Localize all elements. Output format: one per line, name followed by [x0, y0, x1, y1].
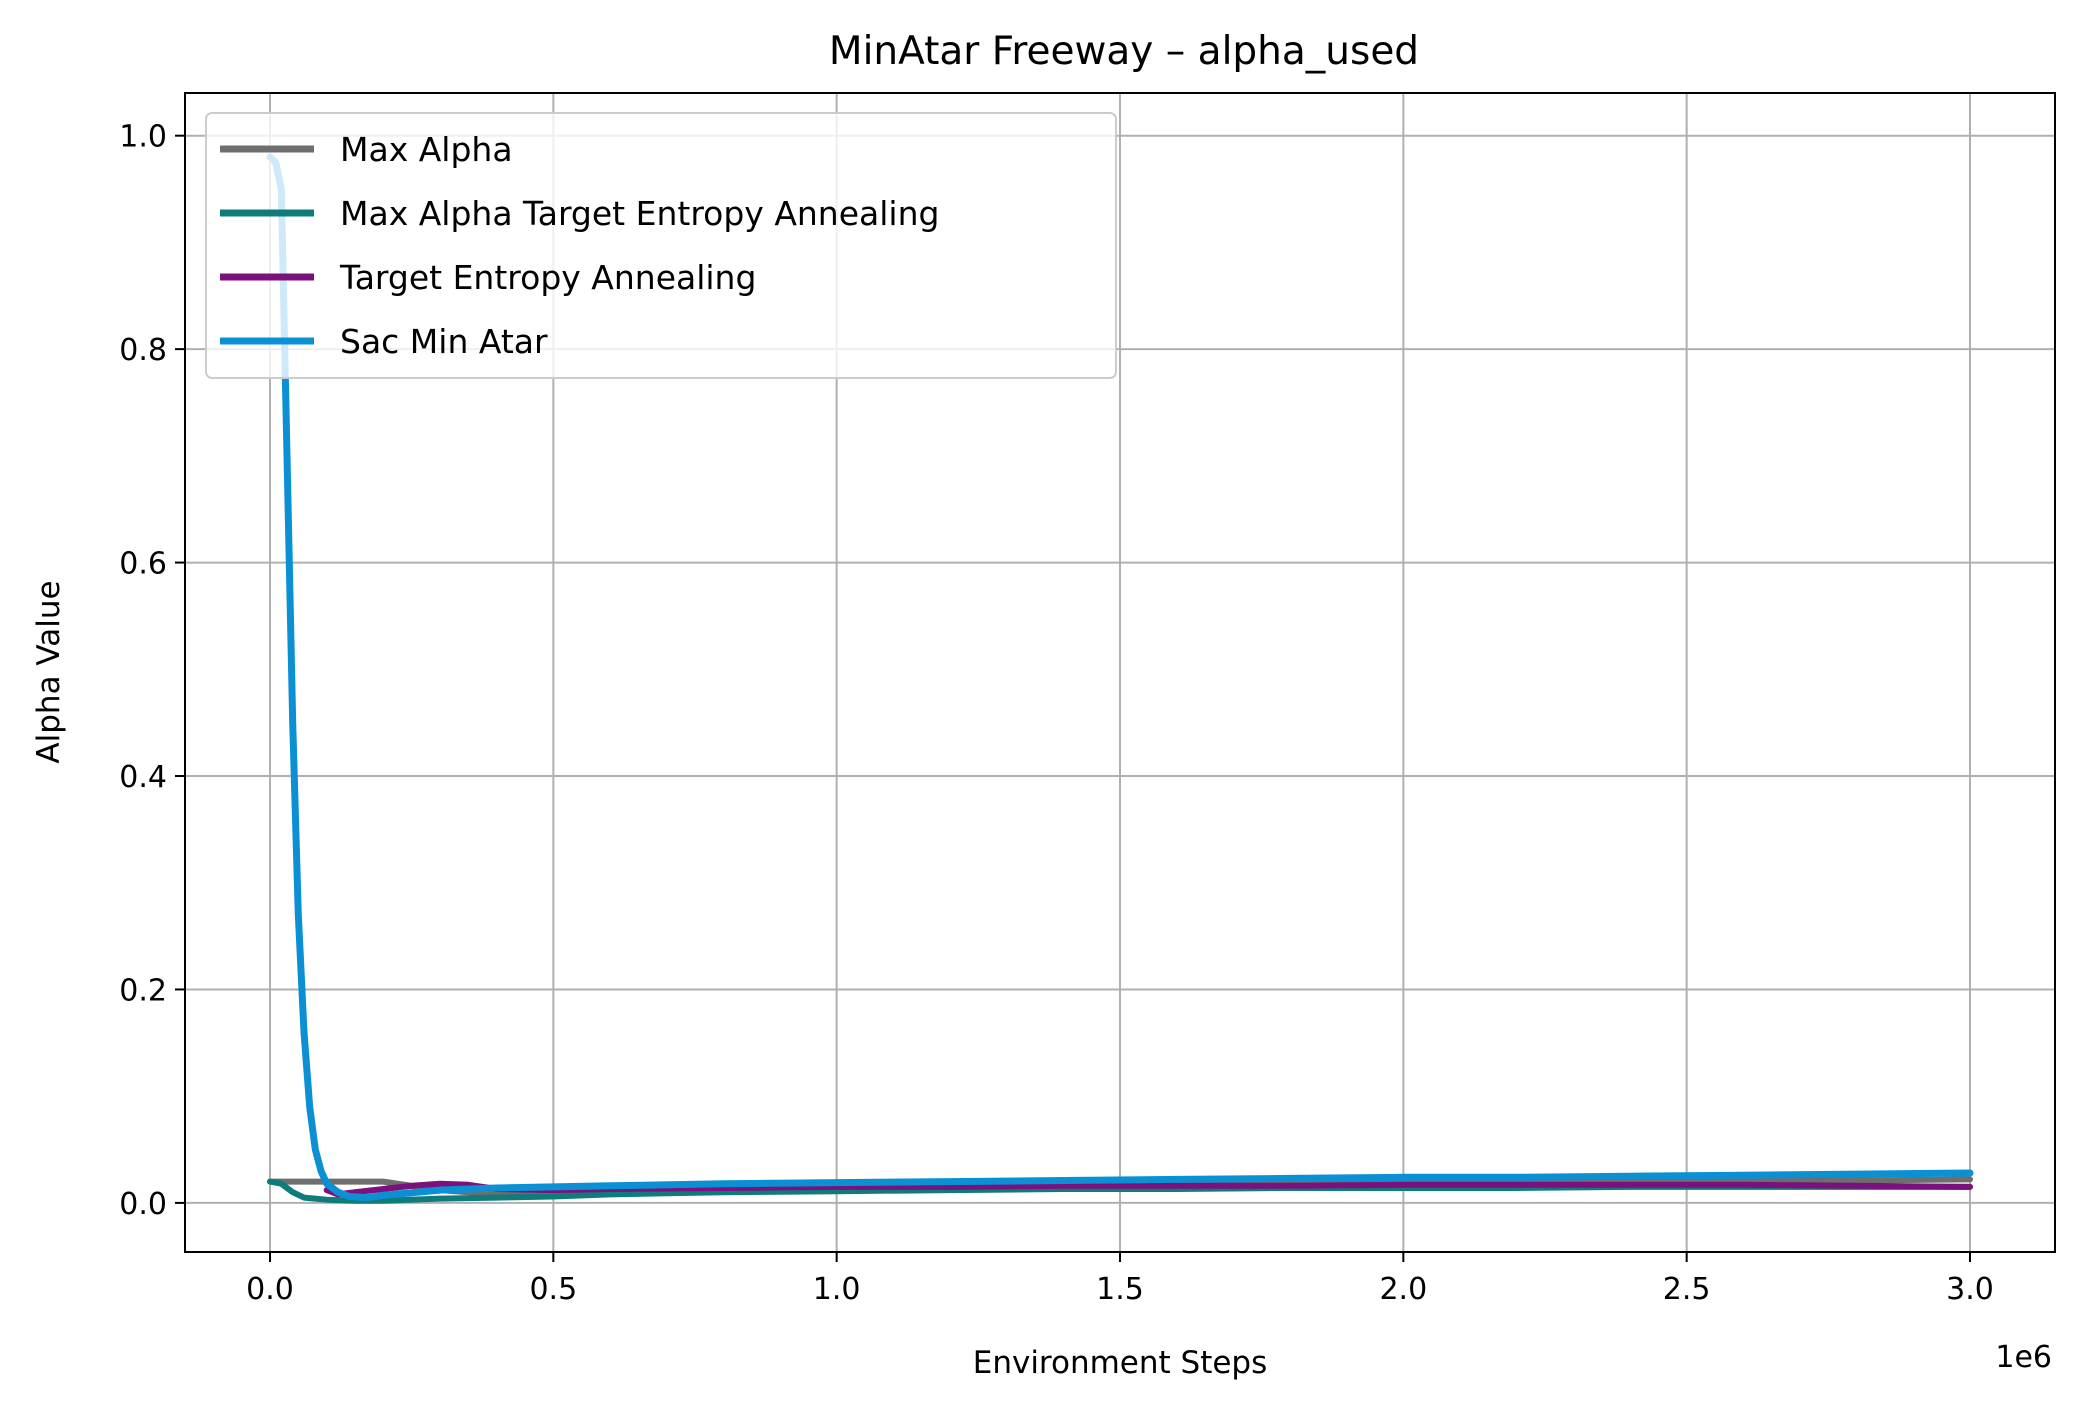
legend-box	[205, 112, 1117, 379]
series-line-1	[267, 1178, 1973, 1204]
legend-label: Max Alpha Target Entropy Annealing	[340, 194, 939, 233]
x-tick-label: 2.5	[1663, 1272, 1711, 1307]
y-tick-label: 0.2	[119, 973, 167, 1008]
chart-title: MinAtar Freeway – alpha_used	[829, 29, 1419, 74]
x-tick-label: 1.0	[813, 1272, 861, 1307]
y-tick-label: 0.0	[119, 1187, 167, 1222]
x-tick-label: 0.5	[529, 1272, 577, 1307]
legend-label: Max Alpha	[340, 130, 513, 169]
legend-label: Sac Min Atar	[340, 322, 548, 361]
x-tick-label: 2.0	[1379, 1272, 1427, 1307]
y-tick-label: 0.4	[119, 760, 167, 795]
y-axis-label: Alpha Value	[31, 580, 67, 763]
legend: Max Alpha Max Alpha Target Entropy Anneal…	[205, 112, 1117, 379]
x-axis-scale-label: 1e6	[1995, 1340, 2052, 1375]
x-tick-label: 3.0	[1946, 1272, 1994, 1307]
series-layer	[266, 153, 1974, 1204]
x-axis-label: Environment Steps	[973, 1345, 1268, 1381]
x-tick-label: 0.0	[246, 1272, 294, 1307]
series-line-3	[266, 153, 1974, 1202]
y-tick-label: 0.8	[119, 333, 167, 368]
x-axis: 0.0 0.5 1.0 1.5 2.0 2.5 3.0	[246, 1252, 1994, 1307]
legend-label: Target Entropy Annealing	[339, 258, 756, 297]
y-tick-label: 0.6	[119, 547, 167, 582]
y-tick-label: 1.0	[119, 120, 167, 155]
series-line-2	[323, 1180, 1973, 1198]
y-axis: 0.0 0.2 0.4 0.6 0.8 1.0	[119, 120, 185, 1222]
x-tick-label: 1.5	[1096, 1272, 1144, 1307]
